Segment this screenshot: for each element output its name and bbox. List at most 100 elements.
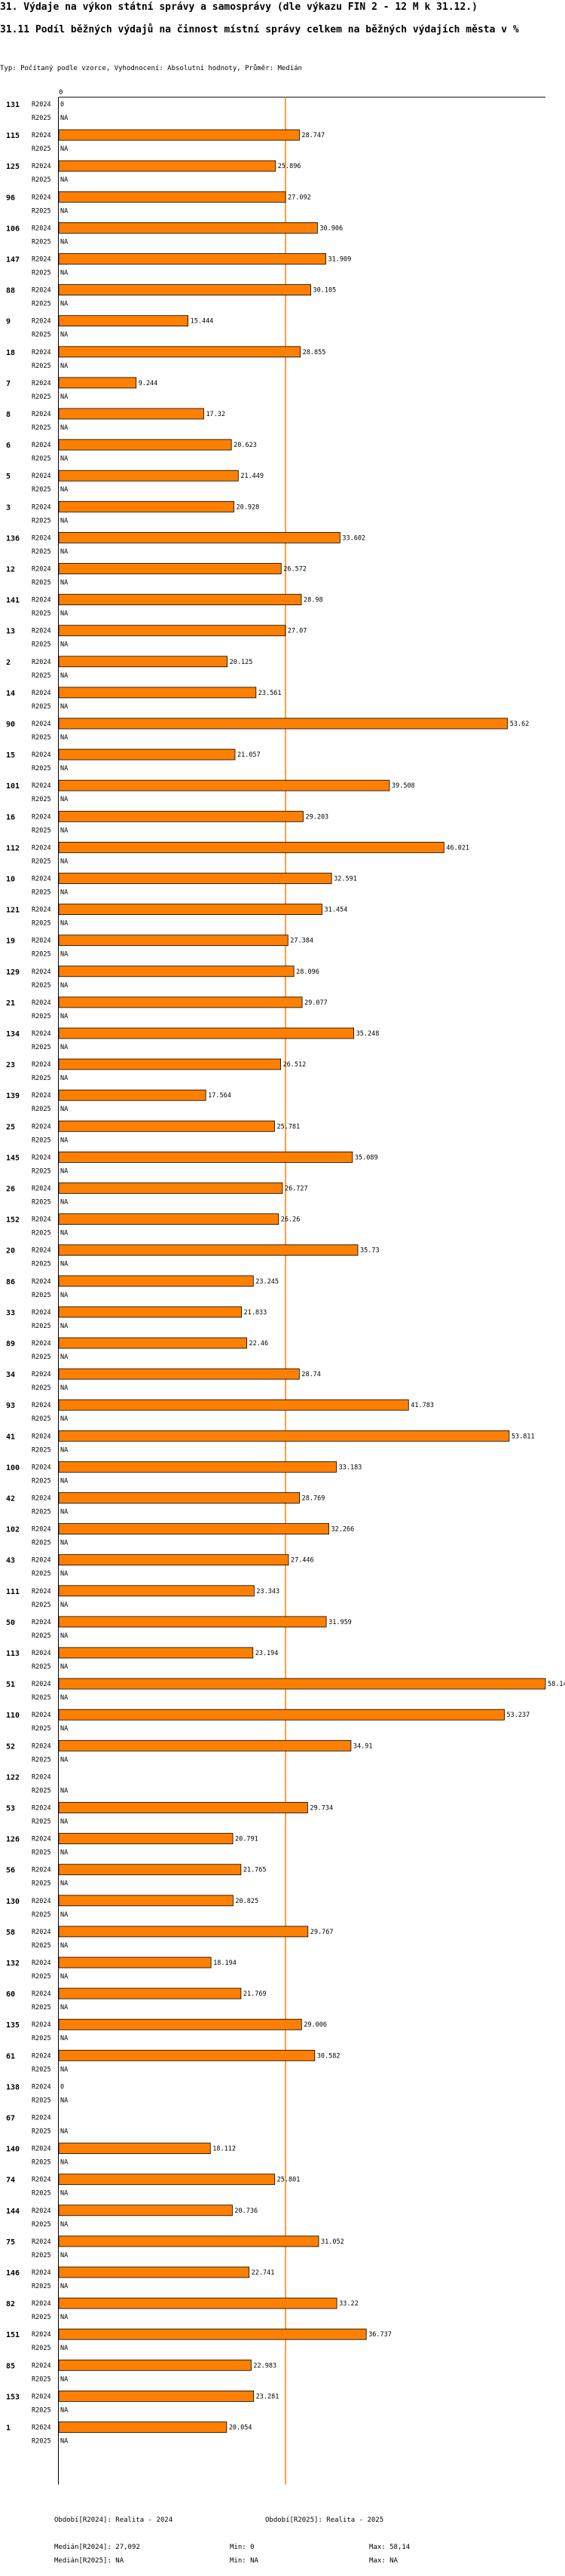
category-label: 6 — [6, 442, 11, 450]
bar-r2024 — [58, 2328, 367, 2340]
category-label: 90 — [6, 720, 15, 729]
bar-r2024 — [58, 253, 326, 265]
series-label: R2025 — [32, 1137, 51, 1144]
category-label: 43 — [6, 1557, 15, 1565]
na-label: NA — [60, 672, 68, 680]
category-label: 110 — [6, 1712, 20, 1720]
bar-r2024 — [58, 810, 304, 822]
bar-r2024 — [58, 408, 204, 420]
value-label: 18.112 — [212, 2146, 236, 2153]
category-label: 2 — [6, 659, 11, 667]
series-label: R2024 — [32, 442, 51, 449]
category-label: 20 — [6, 1247, 15, 1256]
value-label: 21.833 — [244, 1309, 267, 1317]
series-label: R2025 — [32, 2066, 51, 2073]
category-label: 16 — [6, 813, 15, 821]
value-label: 29.203 — [305, 813, 328, 821]
bar-r2024 — [58, 1244, 359, 1256]
series-label: R2024 — [32, 659, 51, 666]
value-label: 21.765 — [243, 1867, 267, 1874]
series-label: R2025 — [32, 517, 51, 525]
na-label: NA — [60, 363, 68, 370]
na-label: NA — [60, 1167, 68, 1175]
bar-r2024 — [58, 1554, 289, 1566]
bar-r2024 — [58, 1275, 254, 1287]
bar-r2024 — [58, 284, 311, 296]
value-label: 25.801 — [277, 2177, 301, 2184]
category-label: 152 — [6, 1216, 20, 1225]
series-label: R2024 — [32, 2238, 51, 2246]
footer-period-2025: Období[R2025]: Realita - 2025 — [265, 2516, 384, 2524]
category-label: 147 — [6, 256, 20, 265]
bar-r2024 — [58, 1058, 281, 1070]
value-label: 0 — [60, 101, 64, 109]
na-label: NA — [60, 2406, 68, 2414]
bar-r2024 — [58, 439, 232, 451]
category-label: 10 — [6, 876, 15, 884]
series-label: R2025 — [32, 1973, 51, 1981]
na-label: NA — [60, 145, 68, 153]
value-label: 28.769 — [302, 1495, 325, 1503]
na-label: NA — [60, 951, 68, 959]
na-label: NA — [60, 982, 68, 990]
category-label: 86 — [6, 1278, 15, 1286]
na-label: NA — [60, 2221, 68, 2229]
series-label: R2025 — [32, 1446, 51, 1454]
series-label: R2024 — [32, 503, 51, 511]
value-label: 20.825 — [235, 1898, 258, 1905]
category-label: 26 — [6, 1186, 15, 1194]
category-label: 42 — [6, 1495, 15, 1504]
series-label: R2025 — [32, 1880, 51, 1888]
category-label: 53 — [6, 1805, 15, 1813]
category-label: 58 — [6, 1929, 15, 1937]
na-label: NA — [60, 2283, 68, 2290]
na-label: NA — [60, 610, 68, 618]
na-label: NA — [60, 2345, 68, 2352]
bar-r2024 — [58, 1647, 254, 1659]
series-label: R2025 — [32, 424, 51, 432]
na-label: NA — [60, 1446, 68, 1454]
na-label: NA — [60, 1756, 68, 1764]
category-label: 112 — [6, 844, 20, 852]
na-label: NA — [60, 734, 68, 742]
bar-r2024 — [58, 1368, 300, 1380]
value-label: 26.727 — [285, 1186, 308, 1193]
category-label: 56 — [6, 1867, 15, 1875]
bar-r2024 — [58, 1152, 353, 1163]
series-label: R2024 — [32, 876, 51, 883]
page-title: 31. Výdaje na výkon státní správy a samo… — [0, 2, 478, 13]
bar-r2024 — [58, 842, 444, 853]
series-label: R2025 — [32, 1044, 51, 1051]
na-label: NA — [60, 1663, 68, 1671]
series-label: R2025 — [32, 1354, 51, 1361]
series-label: R2024 — [32, 287, 51, 295]
bar-r2024 — [58, 2266, 250, 2278]
bar-r2024 — [58, 1987, 242, 1999]
value-label: 29.006 — [304, 2021, 327, 2029]
series-label: R2025 — [32, 672, 51, 680]
na-label: NA — [60, 424, 68, 432]
category-label: 140 — [6, 2146, 20, 2154]
bar-r2024 — [58, 1089, 206, 1101]
bar-r2024 — [58, 656, 228, 668]
bar-r2024 — [58, 1895, 234, 1907]
series-label: R2024 — [32, 194, 51, 201]
series-label: R2024 — [32, 2083, 51, 2091]
value-label: 18.194 — [213, 1960, 237, 1967]
series-label: R2024 — [32, 411, 51, 418]
bar-r2024 — [58, 1739, 352, 1751]
category-label: 126 — [6, 1836, 20, 1844]
category-label: 51 — [6, 1681, 15, 1689]
series-label: R2024 — [32, 1216, 51, 1224]
value-label: 46.021 — [446, 844, 469, 852]
category-label: 129 — [6, 968, 20, 977]
na-label: NA — [60, 1540, 68, 1547]
bar-r2024 — [58, 935, 289, 947]
bar-r2024 — [58, 1616, 327, 1628]
series-label: R2025 — [32, 332, 51, 339]
footer-max-2024: Max: 58,14 — [369, 2544, 411, 2551]
category-label: 67 — [6, 2115, 15, 2123]
series-label: R2025 — [32, 2128, 51, 2136]
series-label: R2024 — [32, 163, 51, 170]
series-label: R2025 — [32, 734, 51, 742]
